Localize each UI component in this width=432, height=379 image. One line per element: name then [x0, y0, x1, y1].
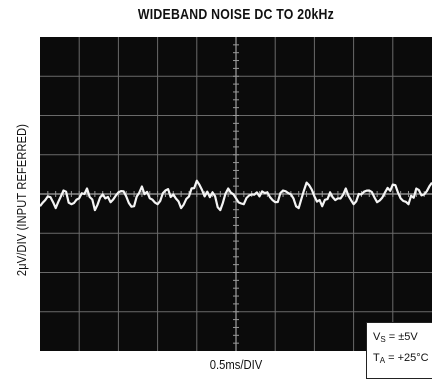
y-axis-label: 2μV/DIV (INPUT REFERRED) — [15, 123, 29, 277]
ambient-temperature-label: TA = +25°C — [373, 352, 429, 365]
oscilloscope-screen: VS = ±5V TA = +25°C — [40, 37, 432, 379]
trace-layer — [40, 179, 432, 212]
x-axis-label: 0.5ms/DIV — [209, 358, 263, 372]
supply-voltage-label: VS = ±5V — [373, 331, 418, 344]
chart-title: WIDEBAND NOISE DC TO 20kHz — [137, 6, 335, 23]
conditions-box: VS = ±5V TA = +25°C — [366, 322, 432, 379]
scope-plot — [40, 37, 432, 351]
noise-trace — [40, 179, 432, 212]
graticule — [40, 37, 432, 351]
